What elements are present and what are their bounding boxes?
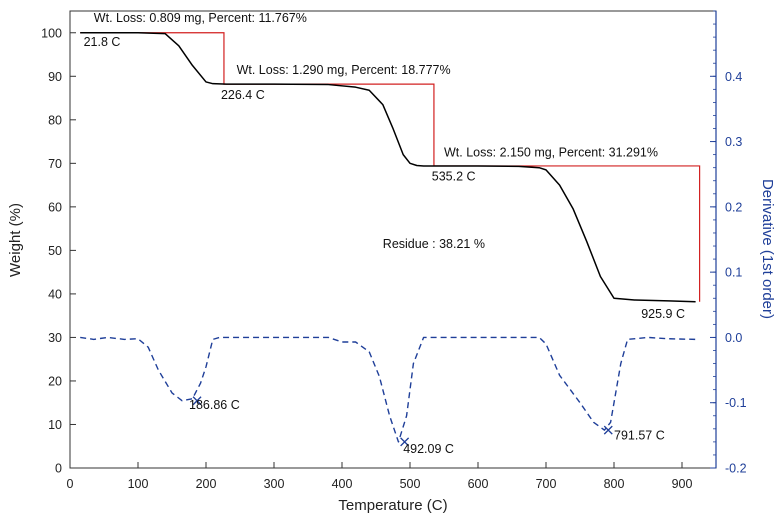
y-tick-label: 80 xyxy=(48,113,62,127)
annotation-label: 21.8 C xyxy=(84,35,121,49)
x-tick-label: 400 xyxy=(332,477,353,491)
y-tick-label: 30 xyxy=(48,331,62,345)
annotation-label: Wt. Loss: 1.290 mg, Percent: 18.777% xyxy=(237,63,451,77)
y-tick-label: 0 xyxy=(55,462,62,476)
peak-marker xyxy=(603,425,613,435)
peak-marker xyxy=(400,437,410,447)
y2-tick-label: 0.4 xyxy=(725,70,742,84)
annotation-label: 492.09 C xyxy=(403,442,454,456)
x-tick-label: 300 xyxy=(264,477,285,491)
y2-tick-label: -0.2 xyxy=(725,462,747,476)
y-tick-label: 70 xyxy=(48,157,62,171)
y-tick-label: 50 xyxy=(48,244,62,258)
y-tick-label: 10 xyxy=(48,418,62,432)
y2-tick-label: -0.1 xyxy=(725,396,747,410)
annotation-label: Residue : 38.21 % xyxy=(383,237,485,251)
x-tick-label: 100 xyxy=(128,477,149,491)
annotation-label: 791.57 C xyxy=(614,429,665,443)
x-tick-label: 0 xyxy=(67,477,74,491)
annotation-layer: Wt. Loss: 0.809 mg, Percent: 11.767% 21.8… xyxy=(84,11,685,456)
y-tick-label: 90 xyxy=(48,70,62,84)
annotation-label: 226.4 C xyxy=(221,88,265,102)
series-layer xyxy=(80,32,701,447)
y2-axis: -0.2 -0.1 0.0 0.1 0.2 0.3 0.4 xyxy=(710,10,747,476)
x-axis: 0 100 200 300 400 500 600 700 800 900 xyxy=(67,462,693,491)
annotation-label: Wt. Loss: 2.150 mg, Percent: 31.291% xyxy=(444,145,658,159)
weight-curve xyxy=(80,32,696,303)
y-tick-label: 100 xyxy=(41,26,62,40)
derivative-curve xyxy=(80,336,696,443)
x-tick-label: 700 xyxy=(536,477,557,491)
y-tick-label: 40 xyxy=(48,287,62,301)
y2-tick-label: 0.3 xyxy=(725,135,742,149)
y2-tick-label: 0.1 xyxy=(725,266,742,280)
y-axis-title: Weight (%) xyxy=(7,203,24,277)
plot-area xyxy=(69,10,717,469)
x-tick-label: 800 xyxy=(604,477,625,491)
annotation-label: 535.2 C xyxy=(432,170,476,184)
weight-loss-step-line xyxy=(80,32,701,302)
x-tick-label: 500 xyxy=(400,477,421,491)
y2-axis-title: Derivative (1st order) xyxy=(759,179,776,319)
peak-marker xyxy=(192,396,202,406)
y-tick-label: 60 xyxy=(48,200,62,214)
y2-tick-label: 0.2 xyxy=(725,200,742,214)
x-tick-label: 200 xyxy=(196,477,217,491)
y-axis: 0 10 20 30 40 50 60 70 80 90 100 xyxy=(41,26,76,476)
y2-tick-label: 0.0 xyxy=(725,331,742,345)
x-axis-title: Temperature (C) xyxy=(338,497,447,514)
annotation-label: 186.86 C xyxy=(189,398,240,412)
x-tick-label: 600 xyxy=(468,477,489,491)
annotation-label: 925.9 C xyxy=(641,307,685,321)
y-tick-label: 20 xyxy=(48,374,62,388)
annotation-label: Wt. Loss: 0.809 mg, Percent: 11.767% xyxy=(94,11,307,25)
x-tick-label: 900 xyxy=(672,477,693,491)
